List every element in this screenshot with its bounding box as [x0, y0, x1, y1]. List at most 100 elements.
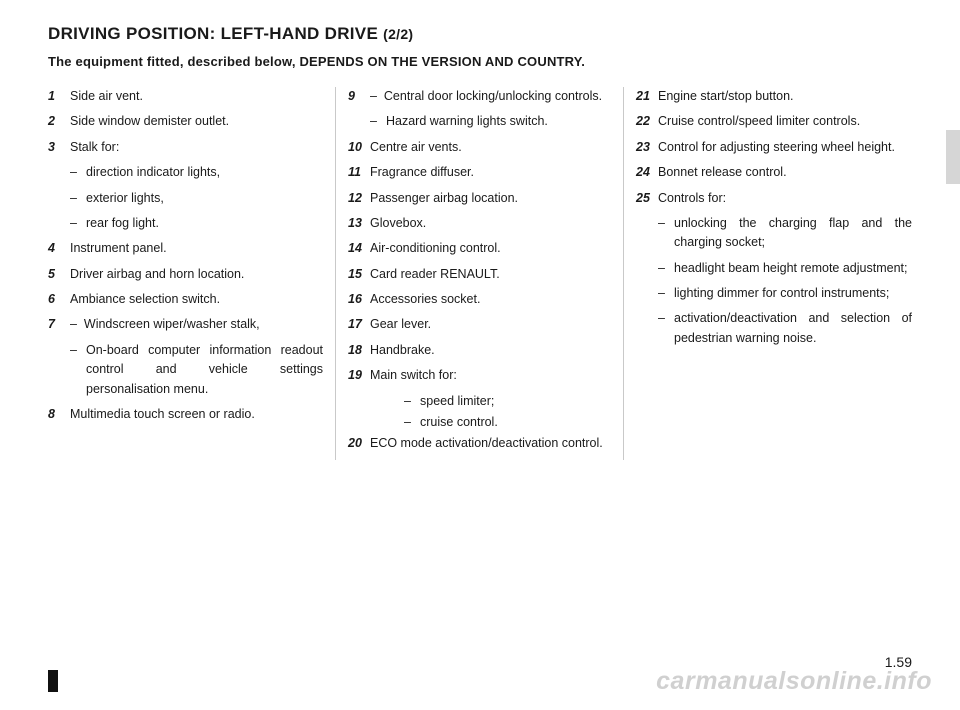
- item-number: 1: [48, 87, 70, 106]
- list-item: 1Side air vent.: [48, 87, 323, 106]
- item-number: 7: [48, 315, 70, 334]
- item-text: Accessories socket.: [370, 290, 611, 309]
- list-item: 25Controls for:: [636, 189, 912, 208]
- list-subitem: –rear fog light.: [48, 214, 323, 233]
- item-number: 3: [48, 138, 70, 157]
- item-text: – Windscreen wiper/washer stalk,: [70, 315, 323, 334]
- item-text: Side air vent.: [70, 87, 323, 106]
- side-tab: [946, 130, 960, 184]
- list-item: 13Glovebox.: [348, 214, 611, 233]
- item-number: 23: [636, 138, 658, 157]
- item-number: 19: [348, 366, 370, 385]
- list-subsubitem: –cruise control.: [348, 413, 611, 432]
- item-number: 18: [348, 341, 370, 360]
- list-subsubitem: –speed limiter;: [348, 392, 611, 411]
- list-subitem: –On-board computer information readout c…: [48, 341, 323, 399]
- list-item: 17Gear lever.: [348, 315, 611, 334]
- subitem-text: lighting dimmer for control instruments;: [674, 284, 912, 303]
- item-number: 10: [348, 138, 370, 157]
- item-text: Passenger airbag location.: [370, 189, 611, 208]
- list-subitem: –Hazard warning lights switch.: [348, 112, 611, 131]
- item-number: 12: [348, 189, 370, 208]
- subitem-text: headlight beam height remote adjustment;: [674, 259, 912, 278]
- list-subitem: –activation/deactivation and selection o…: [636, 309, 912, 348]
- item-text: Multimedia touch screen or radio.: [70, 405, 323, 424]
- list-item: 24Bonnet release control.: [636, 163, 912, 182]
- item-text: Control for adjusting steering wheel hei…: [658, 138, 912, 157]
- subitem-text: direction indicator lights,: [86, 163, 323, 182]
- item-number: 17: [348, 315, 370, 334]
- list-item: 7– Windscreen wiper/washer stalk,: [48, 315, 323, 334]
- subsubitem-text: speed limiter;: [420, 392, 494, 411]
- list-item: 9– Central door locking/unlocking contro…: [348, 87, 611, 106]
- page-title: DRIVING POSITION: LEFT-HAND DRIVE (2/2): [48, 24, 912, 44]
- item-number: 20: [348, 434, 370, 453]
- item-number: 24: [636, 163, 658, 182]
- list-subitem: –unlocking the charging flap and the cha…: [636, 214, 912, 253]
- list-item: 15Card reader RENAULT.: [348, 265, 611, 284]
- list-item: 5Driver airbag and horn location.: [48, 265, 323, 284]
- dash-icon: –: [658, 214, 674, 253]
- dash-icon: –: [658, 259, 674, 278]
- item-text: Ambiance selection switch.: [70, 290, 323, 309]
- subitem-text: unlocking the charging flap and the char…: [674, 214, 912, 253]
- dash-icon: –: [70, 189, 86, 208]
- item-text: Handbrake.: [370, 341, 611, 360]
- item-number: 6: [48, 290, 70, 309]
- item-number: 2: [48, 112, 70, 131]
- dash-icon: –: [70, 341, 86, 399]
- list-subitem: –headlight beam height remote adjustment…: [636, 259, 912, 278]
- dash-icon: –: [370, 112, 386, 131]
- item-text: – Central door locking/unlocking control…: [370, 87, 611, 106]
- item-number: 4: [48, 239, 70, 258]
- item-number: 13: [348, 214, 370, 233]
- content-columns: 1Side air vent.2Side window demister out…: [48, 87, 912, 460]
- list-subitem: –lighting dimmer for control instruments…: [636, 284, 912, 303]
- list-item: 18Handbrake.: [348, 341, 611, 360]
- list-item: 23Control for adjusting steering wheel h…: [636, 138, 912, 157]
- page-subtitle: The equipment fitted, described below, D…: [48, 54, 912, 69]
- item-number: 9: [348, 87, 370, 106]
- list-item: 3Stalk for:: [48, 138, 323, 157]
- item-number: 14: [348, 239, 370, 258]
- item-text: Bonnet release control.: [658, 163, 912, 182]
- title-sub: (2/2): [383, 26, 413, 42]
- item-number: 25: [636, 189, 658, 208]
- item-number: 21: [636, 87, 658, 106]
- item-text: Main switch for:: [370, 366, 611, 385]
- item-number: 15: [348, 265, 370, 284]
- list-item: 11Fragrance diffuser.: [348, 163, 611, 182]
- list-item: 20ECO mode activation/deactivation contr…: [348, 434, 611, 453]
- column-1: 1Side air vent.2Side window demister out…: [48, 87, 336, 460]
- item-number: 8: [48, 405, 70, 424]
- list-item: 10Centre air vents.: [348, 138, 611, 157]
- item-number: 22: [636, 112, 658, 131]
- item-text: Air-conditioning control.: [370, 239, 611, 258]
- item-number: 5: [48, 265, 70, 284]
- list-item: 22Cruise control/speed limiter controls.: [636, 112, 912, 131]
- subitem-text: exterior lights,: [86, 189, 323, 208]
- list-item: 21Engine start/stop button.: [636, 87, 912, 106]
- title-main: DRIVING POSITION: LEFT-HAND DRIVE: [48, 24, 383, 43]
- list-item: 4Instrument panel.: [48, 239, 323, 258]
- list-item: 14Air-conditioning control.: [348, 239, 611, 258]
- column-3: 21Engine start/stop button.22Cruise cont…: [624, 87, 912, 460]
- column-2: 9– Central door locking/unlocking contro…: [336, 87, 624, 460]
- item-text: Card reader RENAULT.: [370, 265, 611, 284]
- item-text: Centre air vents.: [370, 138, 611, 157]
- item-number: 11: [348, 163, 370, 182]
- watermark-text: carmanualsonline.info: [656, 667, 932, 696]
- item-text: Cruise control/speed limiter controls.: [658, 112, 912, 131]
- subitem-text: Hazard warning lights switch.: [386, 112, 611, 131]
- item-text: Glovebox.: [370, 214, 611, 233]
- dash-icon: –: [658, 284, 674, 303]
- item-text: Engine start/stop button.: [658, 87, 912, 106]
- list-item: 16Accessories socket.: [348, 290, 611, 309]
- dash-icon: –: [658, 309, 674, 348]
- subitem-text: activation/deactivation and selection of…: [674, 309, 912, 348]
- subitem-text: rear fog light.: [86, 214, 323, 233]
- item-text: Gear lever.: [370, 315, 611, 334]
- dash-icon: –: [404, 413, 420, 432]
- dash-icon: –: [70, 214, 86, 233]
- item-text: ECO mode activation/deactivation control…: [370, 434, 611, 453]
